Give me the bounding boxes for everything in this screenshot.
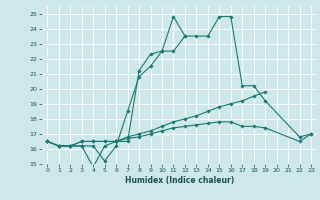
X-axis label: Humidex (Indice chaleur): Humidex (Indice chaleur) — [124, 176, 234, 185]
